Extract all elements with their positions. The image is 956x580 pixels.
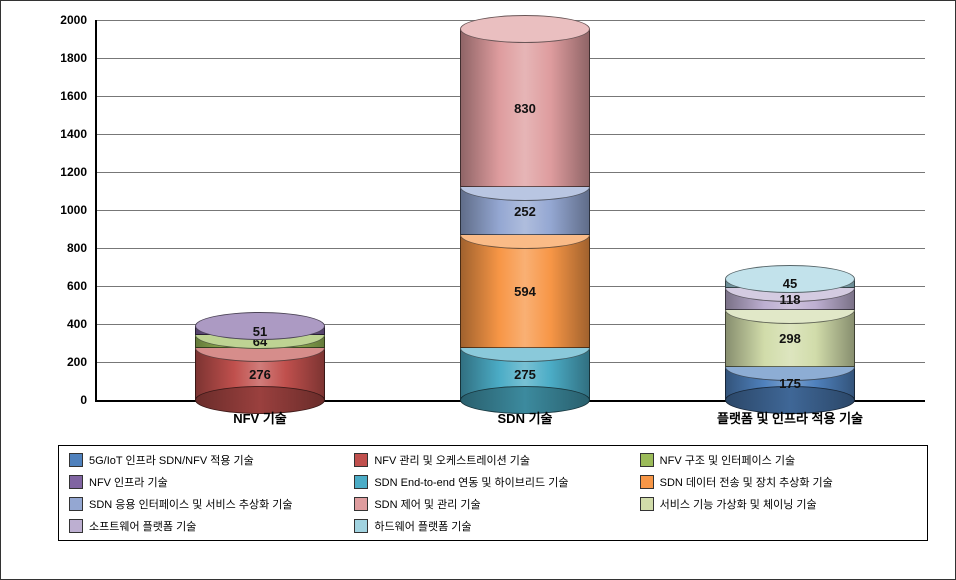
bar-segment xyxy=(460,29,590,187)
legend-label: SDN 데이터 전송 및 장치 추상화 기술 xyxy=(660,474,833,490)
legend: 5G/IoT 인프라 SDN/NFV 적용 기술 NFV 관리 및 오케스트레이션… xyxy=(58,445,928,541)
legend-item: SDN 응용 인터페이스 및 서비스 추상화 기술 xyxy=(69,496,346,512)
ytick-label: 2000 xyxy=(60,13,95,27)
legend-swatch xyxy=(640,475,654,489)
legend-item: 소프트웨어 플랫폼 기술 xyxy=(69,518,346,534)
legend-item: 하드웨어 플랫폼 기술 xyxy=(354,518,631,534)
legend-swatch xyxy=(640,453,654,467)
legend-swatch xyxy=(69,475,83,489)
x-category-label: SDN 기술 xyxy=(498,408,553,427)
ytick-label: 200 xyxy=(67,355,95,369)
legend-label: SDN 제어 및 관리 기술 xyxy=(374,496,480,512)
legend-label: 하드웨어 플랫폼 기술 xyxy=(374,518,471,534)
legend-swatch xyxy=(354,475,368,489)
legend-swatch xyxy=(69,453,83,467)
legend-swatch xyxy=(640,497,654,511)
legend-label: NFV 인프라 기술 xyxy=(89,474,168,490)
legend-swatch xyxy=(354,453,368,467)
ytick-label: 600 xyxy=(67,279,95,293)
legend-swatch xyxy=(354,497,368,511)
ytick-label: 0 xyxy=(80,393,95,407)
legend-item: SDN 제어 및 관리 기술 xyxy=(354,496,631,512)
legend-swatch xyxy=(354,519,368,533)
legend-label: SDN End-to-end 연동 및 하이브리드 기술 xyxy=(374,474,568,490)
ytick-label: 800 xyxy=(67,241,95,255)
x-category-label: 플랫폼 및 인프라 적용 기술 xyxy=(717,408,863,427)
ytick-label: 400 xyxy=(67,317,95,331)
bar-segment xyxy=(460,235,590,348)
legend-item: 5G/IoT 인프라 SDN/NFV 적용 기술 xyxy=(69,452,346,468)
plot-area: 0200400600800100012001400160018002000276… xyxy=(95,20,925,400)
bar-top-ellipse xyxy=(725,265,855,293)
legend-label: 소프트웨어 플랫폼 기술 xyxy=(89,518,196,534)
legend-label: SDN 응용 인터페이스 및 서비스 추상화 기술 xyxy=(89,496,292,512)
x-category-label: NFV 기술 xyxy=(233,408,287,427)
ytick-label: 1000 xyxy=(60,203,95,217)
ytick-label: 1400 xyxy=(60,127,95,141)
legend-item: SDN 데이터 전송 및 장치 추상화 기술 xyxy=(640,474,917,490)
legend-label: NFV 구조 및 인터페이스 기술 xyxy=(660,452,795,468)
ytick-label: 1200 xyxy=(60,165,95,179)
legend-item: NFV 인프라 기술 xyxy=(69,474,346,490)
legend-item: 서비스 기능 가상화 및 체이닝 기술 xyxy=(640,496,917,512)
legend-swatch xyxy=(69,519,83,533)
legend-label: 5G/IoT 인프라 SDN/NFV 적용 기술 xyxy=(89,452,254,468)
bar-top-ellipse xyxy=(195,312,325,340)
ytick-label: 1800 xyxy=(60,51,95,65)
legend-item: SDN End-to-end 연동 및 하이브리드 기술 xyxy=(354,474,631,490)
legend-swatch xyxy=(69,497,83,511)
legend-label: 서비스 기능 가상화 및 체이닝 기술 xyxy=(660,496,817,512)
legend-item: NFV 구조 및 인터페이스 기술 xyxy=(640,452,917,468)
legend-label: NFV 관리 및 오케스트레이션 기술 xyxy=(374,452,530,468)
legend-item: NFV 관리 및 오케스트레이션 기술 xyxy=(354,452,631,468)
ytick-label: 1600 xyxy=(60,89,95,103)
y-axis xyxy=(95,20,97,400)
